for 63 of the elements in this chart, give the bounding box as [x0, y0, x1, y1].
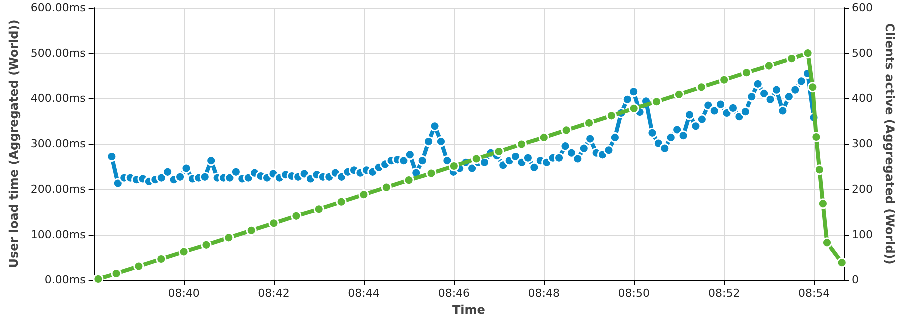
point [836, 258, 848, 268]
x-tick-label: 08:46 [438, 287, 470, 300]
y2-tick-label: 100 [852, 228, 873, 242]
point [516, 139, 527, 150]
x-axis-title: Time [452, 303, 486, 317]
y2-axis-title: Clients active (Aggregated (World)) [882, 23, 897, 265]
y-tick-label: 200.00ms [30, 182, 86, 196]
point [336, 196, 347, 208]
x-tick-label: 08:40 [168, 287, 200, 300]
point [808, 82, 818, 93]
point [696, 82, 707, 93]
point [719, 74, 730, 86]
x-tick-label: 08:42 [258, 287, 290, 300]
point [822, 238, 832, 248]
point [404, 175, 414, 186]
point [268, 218, 280, 229]
x-tick-label: 08:48 [528, 287, 560, 300]
x-tick-label: 08:50 [618, 287, 650, 300]
point [494, 146, 504, 158]
y-tick-label: 600.00ms [30, 2, 86, 14]
point [652, 96, 662, 108]
point [224, 232, 234, 244]
point [448, 161, 460, 172]
point [606, 110, 617, 122]
point [134, 261, 144, 272]
x-tick-label: 08:44 [348, 287, 380, 300]
point [818, 198, 828, 210]
point [291, 210, 302, 222]
point [674, 89, 684, 100]
y2-tick-label: 200 [852, 182, 873, 196]
point [178, 246, 190, 258]
x-tick-label: 08:52 [708, 287, 740, 300]
point [811, 132, 822, 142]
y-axis-title: User load time (Aggregated (World)) [7, 20, 21, 268]
point [802, 48, 814, 59]
point [786, 54, 798, 64]
point [314, 204, 324, 215]
point [628, 103, 640, 114]
y-tick-label: 0.00ms [44, 274, 86, 287]
point [358, 190, 370, 200]
y2-tick-label: 500 [852, 46, 873, 60]
y-tick-label: 300.00ms [30, 138, 86, 151]
x-tick-label: 08:54 [798, 287, 830, 300]
y-tick-label: 500.00ms [30, 46, 86, 60]
point [471, 154, 482, 164]
point [814, 164, 825, 176]
point [538, 132, 550, 143]
y2-tick-label: 600 [852, 2, 873, 14]
y2-tick-label: 400 [852, 92, 873, 106]
y2-tick-label: 300 [852, 138, 873, 151]
point [111, 268, 122, 279]
point [381, 182, 392, 193]
y-tick-label: 400.00ms [30, 92, 86, 106]
point [93, 274, 104, 284]
point [426, 168, 437, 179]
y-tick-label: 100.00ms [30, 228, 86, 242]
point [764, 60, 774, 72]
point [201, 240, 212, 250]
y2-tick-label: 0 [852, 274, 859, 287]
point [561, 125, 572, 136]
point [584, 118, 595, 128]
point [742, 68, 752, 78]
point [246, 225, 257, 236]
